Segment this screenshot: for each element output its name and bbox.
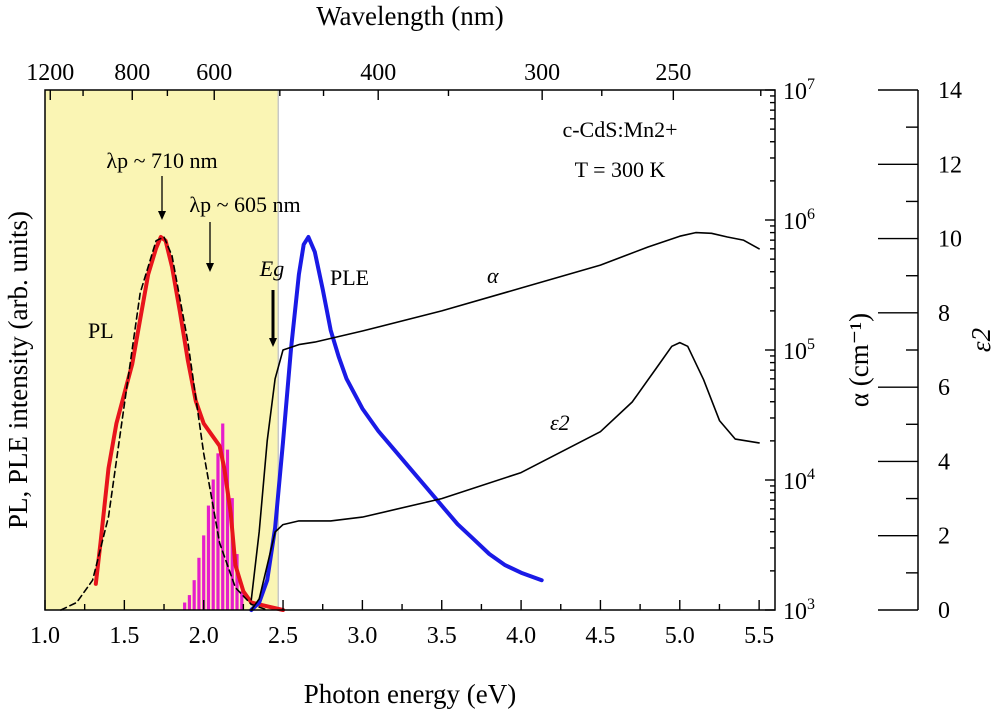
top-tick-label: 800: [114, 60, 150, 86]
x-tick-label: 3.0: [347, 623, 377, 649]
eg-annotation: Eg: [259, 256, 284, 281]
pl-component-bar: [187, 595, 192, 610]
pl-component-bar: [225, 449, 230, 610]
top-tick-label: 300: [524, 60, 560, 86]
eps2-series-label: ε2: [550, 410, 570, 435]
eps2-tick-label: 2: [938, 524, 950, 550]
eps2-tick-label: 6: [938, 375, 950, 401]
axes-layer: 1.0 1.5 2.0 2.5 3.0 3.5 4.0 4.5 5.0 5.5 1200 800 600…: [26, 60, 962, 649]
x-tick-label: 3.5: [427, 623, 457, 649]
pl-component-bar: [221, 423, 225, 610]
top-tick-label: 400: [360, 60, 396, 86]
eps2-tick-label: 14: [938, 78, 962, 104]
pl-component-bar: [192, 580, 196, 610]
pl-component-bar: [206, 505, 211, 610]
plot-layer: [60, 176, 760, 612]
alpha-series-label: α: [487, 263, 499, 288]
lambda-710-arrow-head: [158, 211, 166, 220]
eps2-series-line: [250, 341, 760, 611]
ple-series-line: [249, 235, 544, 612]
pl-component-bar: [202, 535, 206, 610]
x-tick-label: 4.0: [506, 623, 536, 649]
pl-component-bar: [230, 498, 234, 610]
alpha-axis-label: α (cm⁻¹): [844, 313, 874, 407]
x-tick-label: 2.0: [189, 623, 219, 649]
eps2-tick-label: 0: [938, 598, 950, 624]
x-tick-label: 5.0: [665, 623, 695, 649]
temperature-annotation: T = 300 K: [575, 157, 666, 182]
pl-fit-series-line: [60, 236, 269, 611]
pl-component-bar: [183, 602, 187, 610]
x-tick-label: 5.5: [744, 623, 774, 649]
eps2-tick-label: 8: [938, 301, 950, 327]
pl-series-label: PL: [88, 318, 114, 343]
eps2-tick-label: 10: [938, 227, 962, 253]
pl-component-bar: [211, 479, 215, 610]
alpha-tick-label: 105: [783, 336, 815, 365]
x-tick-label: 4.5: [585, 623, 615, 649]
top-tick-label: 600: [196, 60, 232, 86]
x-tick-label: 1.5: [109, 623, 139, 649]
top-tick-label: 1200: [26, 60, 74, 86]
alpha-series-line: [250, 231, 760, 601]
eps2-tick-label: 12: [938, 152, 962, 178]
pl-component-bar: [240, 591, 244, 610]
ple-series-label: PLE: [330, 265, 369, 290]
x-tick-label: 1.0: [30, 623, 60, 649]
x-axis-label: Photon energy (eV): [304, 679, 516, 709]
pl-series-line: [93, 235, 285, 612]
pl-component-bar: [197, 557, 201, 610]
left-y-axis-label: PL, PLE intensity (arb. units): [3, 211, 33, 529]
alpha-tick-label: 103: [783, 596, 815, 625]
eg-arrow-head: [269, 338, 277, 347]
eps2-tick-label: 4: [938, 449, 950, 475]
lambda-710-annotation: λp ~ 710 nm: [106, 148, 217, 173]
alpha-tick-label: 106: [783, 206, 815, 235]
eps2-axis-label: ε2: [966, 328, 996, 352]
pl-component-bar: [235, 554, 239, 610]
top-tick-label: 250: [655, 60, 691, 86]
lambda-605-arrow-head: [206, 263, 214, 272]
material-annotation: c-CdS:Mn2+: [562, 117, 677, 142]
alpha-tick-label: 104: [783, 466, 815, 495]
top-axis-label: Wavelength (nm): [316, 1, 504, 31]
alpha-tick-label: 107: [783, 76, 815, 105]
x-tick-label: 2.5: [268, 623, 298, 649]
lambda-605-annotation: λp ~ 605 nm: [189, 192, 300, 217]
